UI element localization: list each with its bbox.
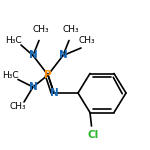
- Text: N: N: [29, 51, 37, 60]
- Text: N: N: [50, 88, 58, 98]
- Text: H₃C: H₃C: [2, 70, 19, 80]
- Text: N: N: [59, 51, 67, 60]
- Text: CH₃: CH₃: [79, 36, 95, 45]
- Text: Cl: Cl: [87, 130, 99, 140]
- Text: P: P: [44, 70, 52, 80]
- Text: N: N: [29, 82, 37, 92]
- Text: CH₃: CH₃: [62, 26, 79, 34]
- Text: CH₃: CH₃: [32, 26, 49, 34]
- Text: H₃C: H₃C: [5, 36, 22, 45]
- Text: CH₃: CH₃: [10, 102, 26, 111]
